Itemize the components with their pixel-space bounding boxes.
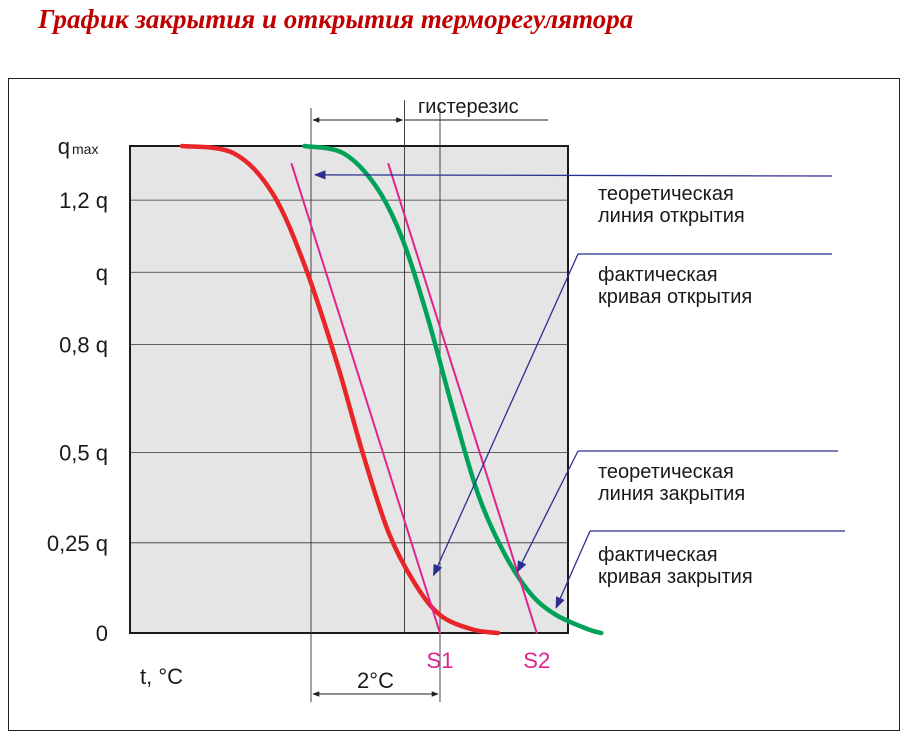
series-actual-closing <box>179 143 501 636</box>
marker-s2: S2 <box>523 648 550 673</box>
annotation-label: линия открытия <box>598 205 745 227</box>
annotation-label: фактическая <box>598 544 718 566</box>
chart-frame <box>8 78 900 731</box>
annotation-label: теоретическая <box>598 461 734 483</box>
y-tick-label: 0,8 q <box>59 332 108 357</box>
y-tick-label: 0,25 q <box>47 531 108 556</box>
annotation-arrow <box>555 530 591 609</box>
series-theoretical-opening <box>290 163 441 634</box>
annotation-label: кривая закрытия <box>598 566 753 588</box>
y-tick-label-sub: max <box>72 141 98 157</box>
annotation-label: теоретическая <box>598 183 734 205</box>
annotation-arrow <box>313 170 833 180</box>
y-tick-label: 0,5 q <box>59 441 108 466</box>
annotation-label: кривая открытия <box>598 286 752 308</box>
annotation-arrow <box>516 450 579 573</box>
series-theoretical-closing <box>387 163 538 634</box>
series-actual-opening <box>302 143 604 636</box>
y-tick-label: 0 <box>96 621 108 646</box>
dimension-2c-label: 2°C <box>357 668 394 693</box>
annotation-label: линия закрытия <box>598 483 745 505</box>
y-tick-label: q <box>58 134 70 159</box>
x-axis-label: t, °C <box>140 664 183 689</box>
plot-area <box>129 145 569 634</box>
y-tick-label: 1,2 q <box>59 188 108 213</box>
annotation-arrow <box>432 253 579 577</box>
marker-s1: S1 <box>427 648 454 673</box>
hysteresis-label: гистерезис <box>418 96 519 118</box>
y-tick-label: q <box>96 260 108 285</box>
page-title: График закрытия и открытия терморегулято… <box>38 4 634 34</box>
annotation-label: фактическая <box>598 264 718 286</box>
